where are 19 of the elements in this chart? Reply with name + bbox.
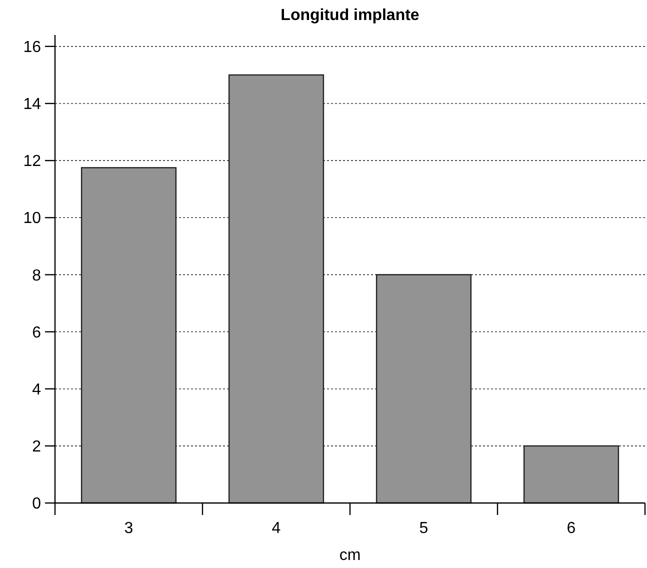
- y-tick-label: 8: [32, 267, 42, 284]
- y-tick-label: 12: [23, 153, 42, 170]
- y-tick-label: 6: [32, 324, 42, 342]
- x-tick-label: 6: [566, 520, 576, 537]
- y-tick-label: 0: [32, 496, 42, 513]
- bar: [80, 167, 177, 504]
- y-tick-label: 10: [23, 210, 42, 228]
- x-tick-label: 3: [124, 520, 134, 537]
- x-tick-label: 4: [272, 520, 281, 537]
- y-tick-label: 2: [32, 438, 42, 456]
- y-tick-label: 16: [23, 39, 42, 56]
- chart-title: Longitud implante: [280, 7, 420, 24]
- bar: [228, 74, 324, 504]
- bar: [376, 274, 472, 504]
- y-tick-label: 14: [23, 96, 42, 114]
- x-axis-title: cm: [339, 547, 361, 564]
- bar: [523, 445, 620, 504]
- y-tick-label: 4: [32, 381, 42, 398]
- x-tick-label: 5: [419, 520, 428, 537]
